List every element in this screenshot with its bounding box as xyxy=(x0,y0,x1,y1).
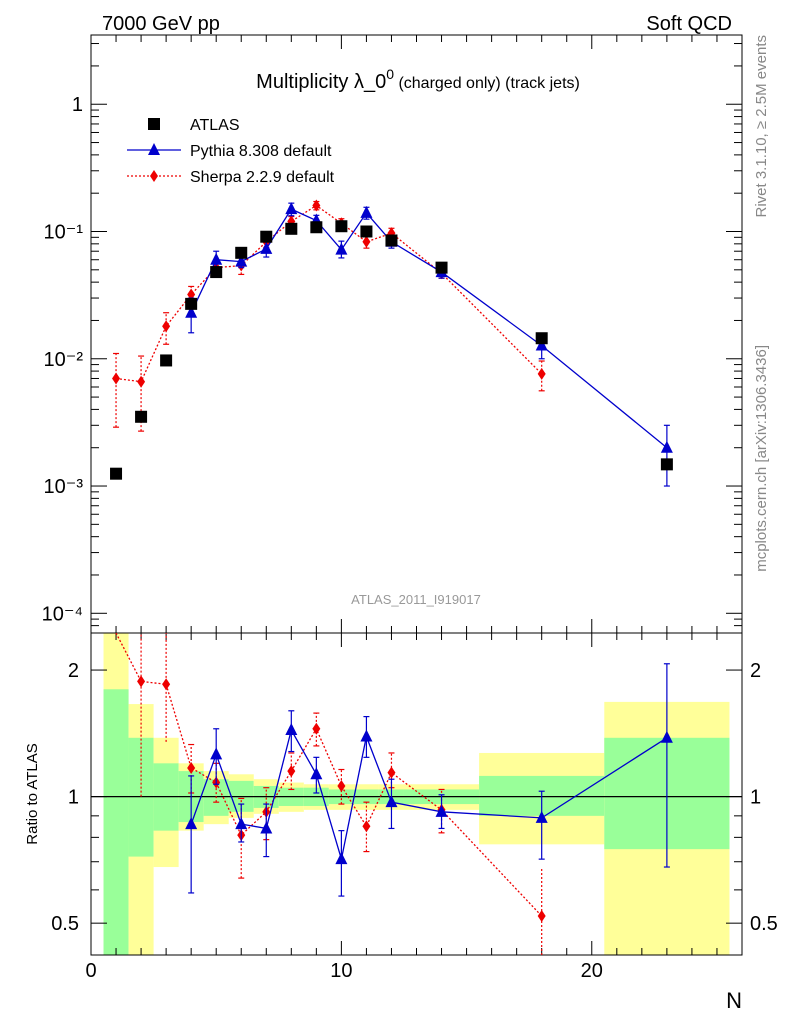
sherpa-point xyxy=(387,766,396,779)
atlas-point xyxy=(260,230,273,243)
atlas-point xyxy=(210,266,223,279)
source-label: mcplots.cern.ch [arXiv:1306.3436] xyxy=(753,345,770,572)
pythia-point xyxy=(260,821,273,834)
x-tick-label: 10 xyxy=(330,960,352,982)
pythia-point xyxy=(360,205,373,218)
atlas-point xyxy=(385,234,398,247)
ratio-frame xyxy=(90,632,743,956)
pythia-point xyxy=(285,202,298,215)
pythia-point xyxy=(260,241,273,254)
category-label: Soft QCD xyxy=(646,13,732,35)
main-panel: 10⁻⁴ 10⁻³ 10⁻² 10⁻¹ 1 Multiplicity λ_00 (char… xyxy=(42,34,743,634)
ratio-y-tick-label-left: 1 xyxy=(68,787,79,809)
atlas-point xyxy=(535,332,548,345)
atlas-point xyxy=(310,221,323,234)
pythia-line xyxy=(190,728,668,860)
pythia-point xyxy=(235,254,248,267)
y-tick-label: 10⁻⁴ xyxy=(42,603,83,625)
sherpa-point xyxy=(537,367,546,380)
ratio-y-tick-label-left: 0.5 xyxy=(51,913,79,935)
ratio-y-tick-label-right: 0.5 xyxy=(750,913,778,935)
sherpa-point xyxy=(362,235,371,248)
atlas-point xyxy=(160,354,173,367)
sherpa-line xyxy=(115,633,543,917)
atlas-point xyxy=(235,246,248,259)
analysis-label: ATLAS_2011_I919017 xyxy=(351,592,481,607)
pythia-point xyxy=(385,795,398,808)
atlas-point xyxy=(135,410,148,423)
title-main: Multiplicity λ_0 xyxy=(256,71,386,93)
ratio-bands xyxy=(103,633,730,955)
y-tick-label: 10⁻² xyxy=(44,349,84,371)
legend-label: Pythia 8.308 default xyxy=(190,143,332,160)
pythia-point xyxy=(185,817,198,830)
ratio-y-axis-label: Ratio to ATLAS xyxy=(24,743,41,844)
legend-marker xyxy=(148,143,160,155)
sherpa-point xyxy=(537,910,546,923)
sherpa-line xyxy=(115,204,543,383)
title-suffix: (charged only) (track jets) xyxy=(394,75,580,92)
y-tick-label: 10⁻³ xyxy=(44,476,84,498)
legend-marker xyxy=(148,118,160,130)
sherpa-point xyxy=(362,820,371,833)
atlas-point xyxy=(285,222,298,235)
atlas-point xyxy=(185,297,198,310)
pythia-point xyxy=(360,729,373,742)
ratio-y-tick-label-right: 2 xyxy=(750,660,761,682)
sherpa-point xyxy=(137,375,146,388)
chart-title: Multiplicity λ_00 (charged only) (track … xyxy=(256,66,580,93)
x-tick-label: 20 xyxy=(581,960,603,982)
atlas-point xyxy=(335,220,348,233)
title-superscript: 0 xyxy=(386,66,394,82)
pythia-point xyxy=(210,252,223,265)
pythia-point xyxy=(335,852,348,865)
pythia-point xyxy=(535,810,548,823)
uncertainty-band-inner xyxy=(103,689,129,955)
pythia-point xyxy=(285,723,298,736)
sherpa-point xyxy=(312,199,321,212)
legend-label: Sherpa 2.2.9 default xyxy=(190,169,335,186)
sherpa-point xyxy=(287,765,296,778)
sherpa-point xyxy=(162,320,171,333)
legend: ATLAS Pythia 8.308 default Sherpa 2.2.9 de… xyxy=(127,117,335,186)
legend-label: ATLAS xyxy=(190,117,240,134)
pythia-point xyxy=(185,305,198,318)
pythia-point xyxy=(435,804,448,817)
rivet-version-label: Rivet 3.1.10, ≥ 2.5M events xyxy=(753,35,770,218)
pythia-point xyxy=(335,242,348,255)
atlas-point xyxy=(435,261,448,274)
atlas-point xyxy=(660,458,673,471)
pythia-point xyxy=(210,747,223,760)
sherpa-point xyxy=(112,372,121,385)
atlas-point xyxy=(110,467,123,480)
atlas-point xyxy=(360,225,373,238)
y-tick-label: 10⁻¹ xyxy=(44,222,84,244)
sherpa-point xyxy=(312,722,321,735)
x-tick-label: 0 xyxy=(85,960,96,982)
x-axis-label: N xyxy=(726,988,742,1013)
sherpa-point xyxy=(162,678,171,691)
main-frame xyxy=(90,34,743,634)
y-tick-label: 1 xyxy=(72,94,83,116)
pythia-point xyxy=(660,730,673,743)
sherpa-point xyxy=(337,779,346,792)
pythia-line xyxy=(190,208,668,449)
main-series xyxy=(110,199,673,487)
legend-marker xyxy=(150,170,158,182)
sherpa-point xyxy=(187,761,196,774)
pythia-point xyxy=(660,440,673,453)
ratio-series xyxy=(115,633,673,955)
energy-label: 7000 GeV pp xyxy=(102,13,220,35)
ratio-y-tick-label-left: 2 xyxy=(68,660,79,682)
pythia-point xyxy=(310,767,323,780)
pythia-point xyxy=(235,817,248,830)
sherpa-point xyxy=(137,675,146,688)
pythia-point xyxy=(535,338,548,351)
ratio-y-tick-label-right: 1 xyxy=(750,787,761,809)
